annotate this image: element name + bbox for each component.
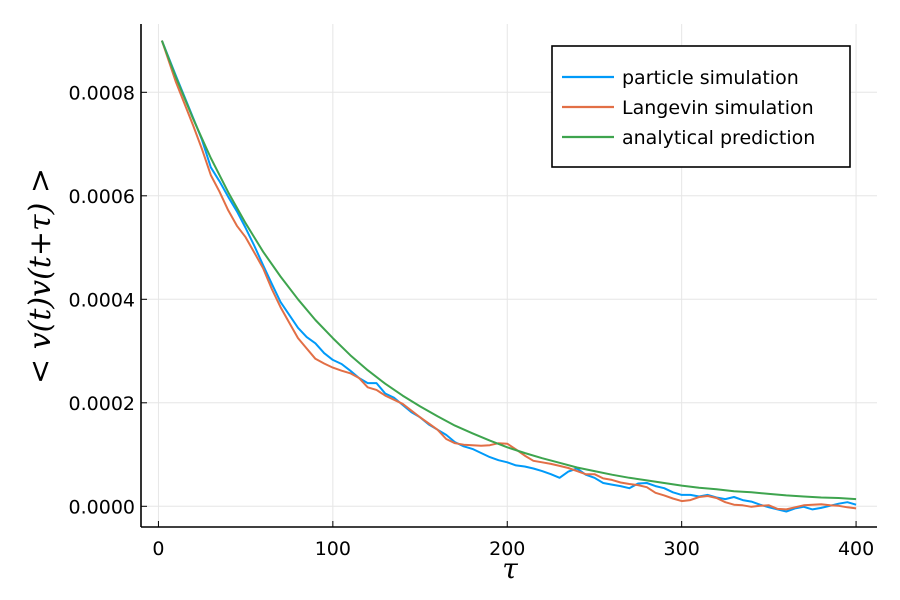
series-lines xyxy=(160,40,857,513)
legend-label-langevin: Langevin simulation xyxy=(622,97,814,119)
particle-simulation-line xyxy=(160,40,857,513)
y-tick-label: 0.0002 xyxy=(69,393,135,415)
y-tick-label: 0.0006 xyxy=(69,186,135,208)
y-axis-label: < v(t)v(t+τ) > xyxy=(23,168,58,384)
y-tick-label: 0.0008 xyxy=(69,82,135,104)
x-tick-label: 200 xyxy=(489,538,525,560)
legend-label-analytical: analytical prediction xyxy=(622,127,815,149)
x-tick-label: 300 xyxy=(664,538,700,560)
x-tick-label: 0 xyxy=(152,538,164,560)
x-tick-label: 100 xyxy=(315,538,351,560)
analytical-prediction-line xyxy=(160,40,857,501)
legend: particle simulation Langevin simulation … xyxy=(551,45,851,168)
y-tick-label: 0.0000 xyxy=(69,496,135,518)
y-tick-label: 0.0004 xyxy=(69,289,135,311)
legend-label-particle: particle simulation xyxy=(622,67,799,89)
x-axis-label: τ xyxy=(502,552,518,585)
axes xyxy=(140,24,877,528)
x-tick-label: 400 xyxy=(838,538,874,560)
ticks: 0 100 200 300 400 0.0000 0.0002 0.0004 0.0006 0.0… xyxy=(69,82,875,560)
